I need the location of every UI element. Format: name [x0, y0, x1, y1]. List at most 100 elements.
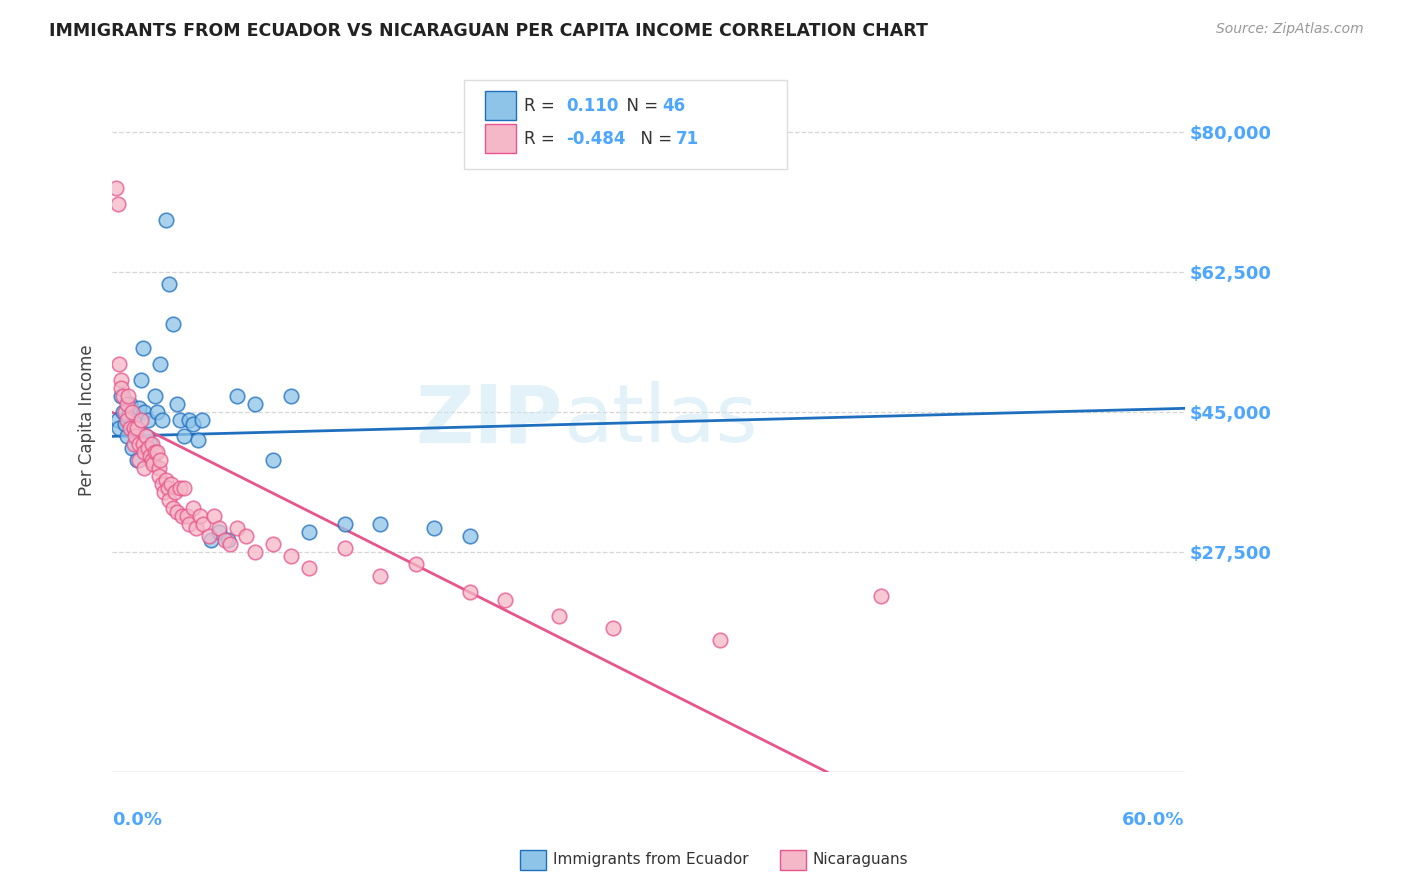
- Point: [159, 493, 181, 508]
- Point: [162, 501, 184, 516]
- Point: [298, 561, 321, 575]
- Text: 71: 71: [676, 129, 699, 148]
- Point: [170, 509, 193, 524]
- Text: Immigrants from Ecuador: Immigrants from Ecuador: [553, 853, 748, 867]
- Point: [208, 525, 231, 540]
- Point: [217, 533, 239, 548]
- Point: [122, 421, 145, 435]
- Point: [136, 442, 159, 456]
- Point: [131, 437, 153, 451]
- Point: [115, 429, 138, 443]
- Point: [124, 429, 146, 443]
- Point: [186, 521, 208, 535]
- Point: [128, 401, 150, 416]
- Point: [458, 529, 481, 543]
- Point: [150, 413, 173, 427]
- Text: N =: N =: [616, 96, 664, 115]
- Text: IMMIGRANTS FROM ECUADOR VS NICARAGUAN PER CAPITA INCOME CORRELATION CHART: IMMIGRANTS FROM ECUADOR VS NICARAGUAN PE…: [49, 22, 928, 40]
- Point: [117, 409, 139, 424]
- Text: R =: R =: [524, 129, 561, 148]
- Point: [135, 429, 157, 443]
- Text: 60.0%: 60.0%: [1122, 811, 1185, 829]
- Point: [120, 421, 142, 435]
- Point: [141, 437, 163, 451]
- Point: [135, 429, 157, 443]
- Point: [104, 181, 127, 195]
- Point: [139, 450, 162, 464]
- Point: [280, 549, 302, 564]
- Point: [333, 541, 356, 556]
- Point: [709, 633, 731, 648]
- Point: [108, 421, 131, 435]
- Point: [245, 545, 267, 559]
- Point: [156, 481, 179, 495]
- Text: atlas: atlas: [562, 382, 756, 459]
- Point: [114, 405, 136, 419]
- Point: [226, 389, 249, 403]
- Point: [110, 381, 132, 395]
- Point: [134, 405, 156, 419]
- Point: [124, 409, 146, 424]
- Point: [146, 405, 169, 419]
- Point: [423, 521, 446, 535]
- Point: [177, 517, 200, 532]
- Point: [177, 413, 200, 427]
- Point: [160, 477, 183, 491]
- Point: [333, 517, 356, 532]
- Point: [166, 397, 188, 411]
- Point: [110, 373, 132, 387]
- Point: [127, 453, 149, 467]
- Point: [142, 458, 165, 472]
- Point: [169, 413, 191, 427]
- Point: [122, 437, 145, 451]
- Point: [127, 421, 149, 435]
- Point: [134, 445, 156, 459]
- Point: [197, 529, 219, 543]
- Point: [226, 521, 249, 535]
- Point: [128, 437, 150, 451]
- Text: Nicaraguans: Nicaraguans: [813, 853, 908, 867]
- Point: [131, 342, 153, 356]
- Point: [148, 461, 170, 475]
- Point: [262, 537, 284, 551]
- Point: [370, 569, 392, 583]
- Point: [190, 413, 212, 427]
- Point: [458, 585, 481, 599]
- Point: [117, 389, 139, 403]
- Point: [181, 501, 204, 516]
- Point: [173, 481, 195, 495]
- Text: 46: 46: [662, 96, 685, 115]
- Point: [155, 213, 177, 227]
- Point: [298, 525, 321, 540]
- Point: [181, 417, 204, 432]
- Point: [115, 397, 138, 411]
- Point: [214, 533, 236, 548]
- Point: [121, 442, 143, 456]
- Point: [173, 429, 195, 443]
- Text: -0.484: -0.484: [567, 129, 626, 148]
- Point: [548, 609, 571, 624]
- Point: [143, 389, 166, 403]
- Point: [129, 413, 152, 427]
- Point: [159, 277, 181, 292]
- Point: [235, 529, 257, 543]
- Point: [136, 413, 159, 427]
- Point: [280, 389, 302, 403]
- Point: [115, 413, 138, 427]
- Point: [114, 417, 136, 432]
- Point: [405, 558, 427, 572]
- Point: [111, 405, 134, 419]
- Point: [128, 453, 150, 467]
- Point: [193, 517, 215, 532]
- Text: Source: ZipAtlas.com: Source: ZipAtlas.com: [1216, 22, 1364, 37]
- Point: [200, 533, 222, 548]
- Point: [141, 453, 163, 467]
- Point: [219, 537, 242, 551]
- Point: [149, 357, 172, 371]
- Point: [245, 397, 267, 411]
- Point: [166, 505, 188, 519]
- Point: [188, 509, 211, 524]
- Point: [494, 593, 516, 607]
- Y-axis label: Per Capita Income: Per Capita Income: [79, 344, 96, 496]
- Point: [208, 521, 231, 535]
